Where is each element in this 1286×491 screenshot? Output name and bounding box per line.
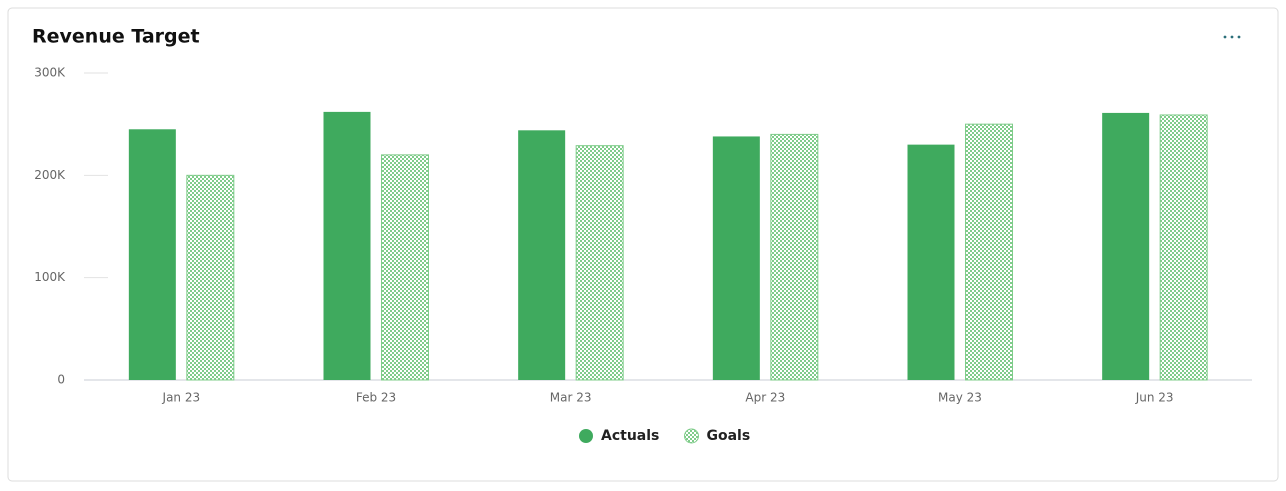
y-tick-label: 0: [57, 373, 65, 387]
legend-label: Goals: [707, 428, 751, 444]
x-tick-label: Jan 23: [162, 391, 201, 405]
bar: [712, 136, 760, 380]
menu-dot: [1223, 35, 1227, 39]
x-tick-label: Jun 23: [1135, 391, 1174, 405]
bar: [128, 129, 176, 380]
x-tick-label: May 23: [938, 391, 982, 405]
y-tick-label: 200K: [34, 168, 66, 182]
x-tick-label: Feb 23: [356, 391, 396, 405]
bar: [1102, 112, 1150, 380]
more-menu[interactable]: [1223, 35, 1241, 39]
bar: [965, 123, 1013, 381]
x-tick-label: Mar 23: [550, 391, 592, 405]
bar: [907, 144, 955, 380]
y-tick-label: 300K: [34, 66, 66, 80]
bar: [381, 154, 429, 381]
chart-title: Revenue Target: [32, 26, 200, 48]
x-tick-label: Apr 23: [745, 391, 785, 405]
bar: [323, 111, 371, 381]
bar: [186, 174, 235, 381]
legend-marker: [684, 428, 699, 444]
bar: [575, 145, 624, 381]
menu-dot: [1230, 35, 1234, 39]
y-tick-label: 100K: [34, 270, 66, 284]
bar: [518, 130, 566, 380]
bar: [1159, 114, 1208, 381]
bar: [770, 133, 819, 381]
menu-dot: [1237, 35, 1241, 39]
legend-marker: [579, 429, 593, 443]
legend-label: Actuals: [601, 428, 659, 444]
